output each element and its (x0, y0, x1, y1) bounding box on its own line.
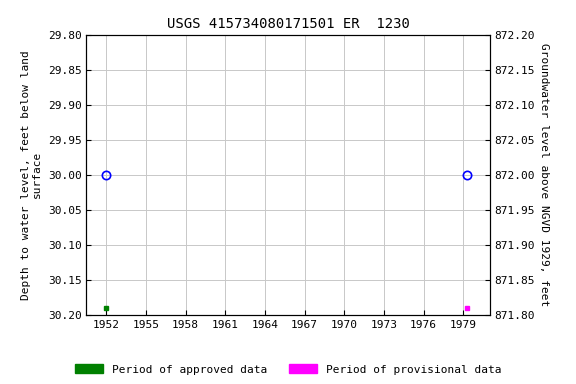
Title: USGS 415734080171501 ER  1230: USGS 415734080171501 ER 1230 (166, 17, 410, 31)
Y-axis label: Groundwater level above NGVD 1929, feet: Groundwater level above NGVD 1929, feet (539, 43, 549, 306)
Legend: Period of approved data, Period of provisional data: Period of approved data, Period of provi… (75, 364, 501, 375)
Y-axis label: Depth to water level, feet below land
surface: Depth to water level, feet below land su… (21, 50, 42, 300)
